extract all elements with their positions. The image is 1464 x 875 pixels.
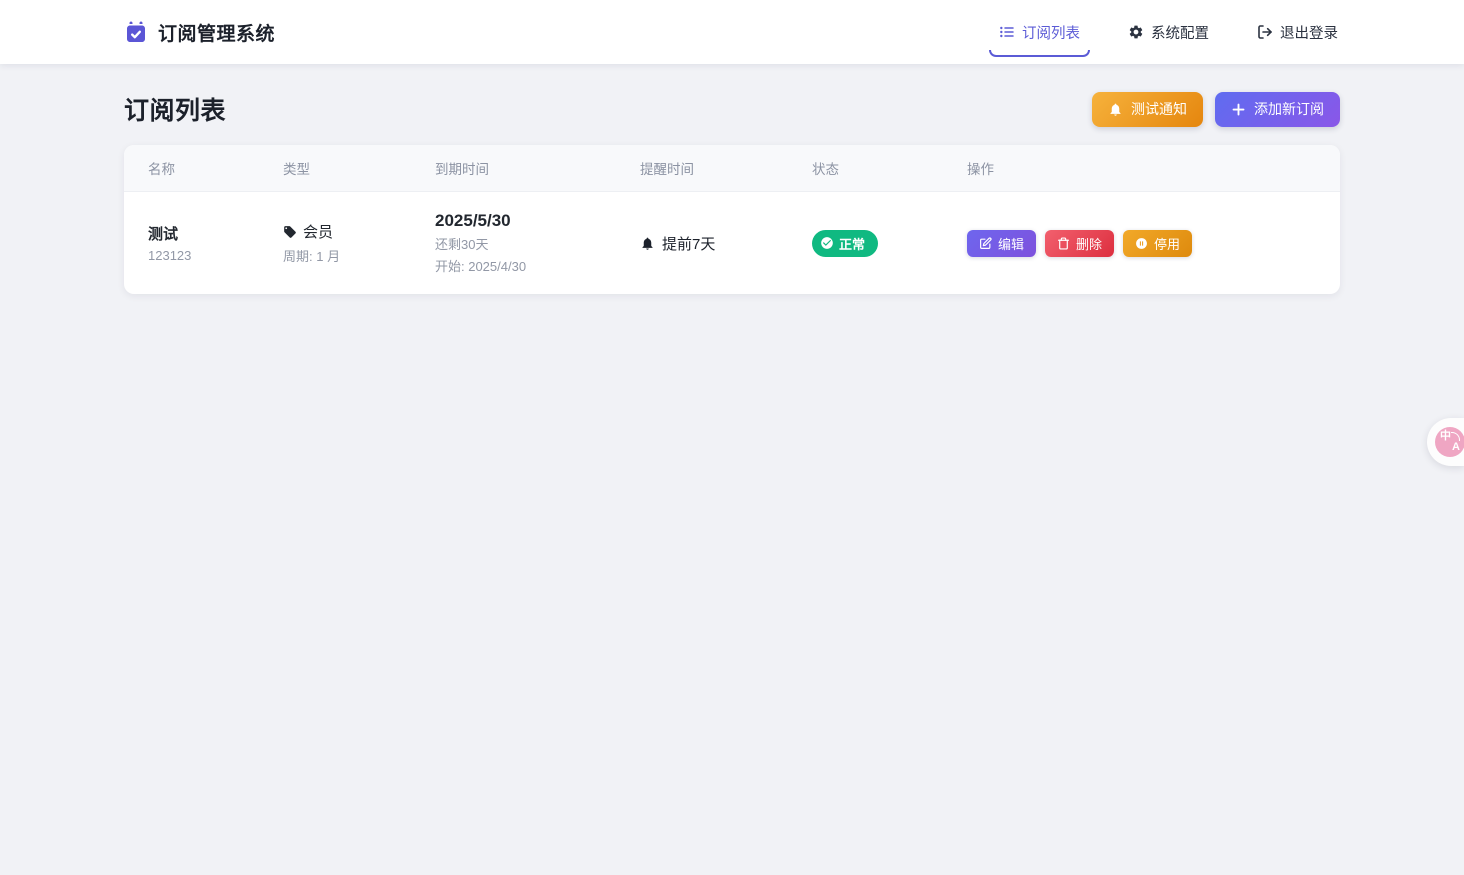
pen-square-icon bbox=[980, 236, 992, 249]
test-notify-button[interactable]: 测试通知 bbox=[1092, 91, 1203, 127]
cell-remind: 提前7天 bbox=[640, 233, 812, 254]
app-title: 订阅管理系统 bbox=[158, 23, 276, 45]
tag-icon bbox=[284, 225, 296, 238]
add-subscription-button[interactable]: 添加新订阅 bbox=[1215, 91, 1340, 127]
table-row: 测试 123123 会员 周期: 1 月 2025/5/30 还剩30天 开始:… bbox=[124, 192, 1340, 294]
expiry-date: 2025/5/30 bbox=[435, 211, 511, 230]
button-label: 添加新订阅 bbox=[1254, 101, 1324, 117]
active-tab-underline bbox=[989, 49, 1090, 57]
column-header-expiry: 到期时间 bbox=[435, 162, 489, 177]
subscription-table: 名称 类型 到期时间 提醒时间 状态 操作 测试 123123 会员 周期: 1… bbox=[124, 145, 1340, 294]
table-header: 名称 类型 到期时间 提醒时间 状态 操作 bbox=[124, 145, 1340, 192]
brand: 订阅管理系统 bbox=[124, 19, 275, 46]
button-label: 删除 bbox=[1076, 236, 1103, 252]
days-left: 还剩30天 bbox=[435, 237, 489, 252]
edit-button[interactable]: 编辑 bbox=[967, 229, 1037, 257]
nav-subscription-list[interactable]: 订阅列表 bbox=[989, 16, 1090, 57]
main-content: 订阅列表 测试通知 添加新订阅 名称 类型 到期时间 提醒时间 bbox=[124, 64, 1340, 294]
disable-button[interactable]: 停用 bbox=[1123, 229, 1193, 257]
bell-icon bbox=[642, 237, 653, 250]
button-label: 编辑 bbox=[998, 236, 1025, 252]
translate-zh-glyph: 中 bbox=[1440, 430, 1451, 442]
translate-arc bbox=[1451, 432, 1460, 441]
column-header-remind: 提醒时间 bbox=[640, 162, 694, 177]
cell-name: 测试 123123 bbox=[148, 223, 283, 263]
bell-icon bbox=[1110, 103, 1121, 116]
status-label: 正常 bbox=[839, 236, 866, 252]
pause-circle-icon bbox=[1136, 237, 1147, 249]
plus-icon bbox=[1232, 103, 1245, 115]
column-header-type: 类型 bbox=[283, 162, 310, 177]
subscription-type: 会员 bbox=[303, 224, 334, 241]
translate-en-glyph: A bbox=[1452, 441, 1460, 453]
page-head: 订阅列表 测试通知 添加新订阅 bbox=[124, 91, 1340, 127]
trash-icon bbox=[1058, 236, 1069, 250]
translate-icon: 中 A bbox=[1435, 427, 1464, 457]
button-label: 停用 bbox=[1154, 236, 1181, 252]
cell-status: 正常 bbox=[812, 229, 967, 257]
main-nav: 订阅列表 系统配置 退出登录 bbox=[989, 16, 1340, 57]
page-actions: 测试通知 添加新订阅 bbox=[1092, 91, 1340, 127]
nav-label: 退出登录 bbox=[1280, 25, 1338, 42]
button-label: 测试通知 bbox=[1131, 101, 1187, 117]
sign-out-icon bbox=[1258, 25, 1272, 39]
cell-actions: 编辑 删除 停用 bbox=[967, 229, 1340, 257]
delete-button[interactable]: 删除 bbox=[1045, 229, 1115, 257]
status-badge: 正常 bbox=[812, 229, 879, 257]
subscription-name: 测试 bbox=[148, 226, 179, 243]
column-header-actions: 操作 bbox=[967, 162, 994, 177]
translate-widget[interactable]: 中 A bbox=[1427, 418, 1464, 466]
page-title: 订阅列表 bbox=[124, 97, 227, 125]
cell-type: 会员 周期: 1 月 bbox=[283, 221, 435, 265]
calendar-check-icon bbox=[127, 21, 145, 42]
nav-label: 系统配置 bbox=[1151, 25, 1209, 42]
remind-time: 提前7天 bbox=[662, 235, 716, 253]
column-header-status: 状态 bbox=[812, 162, 839, 177]
nav-logout[interactable]: 退出登录 bbox=[1255, 16, 1340, 49]
list-icon bbox=[1000, 26, 1014, 38]
topbar: 订阅管理系统 订阅列表 系统配置 bbox=[0, 0, 1464, 64]
start-date: 开始: 2025/4/30 bbox=[435, 259, 527, 274]
check-circle-icon bbox=[821, 237, 833, 249]
nav-system-config[interactable]: 系统配置 bbox=[1126, 16, 1211, 49]
cell-expiry: 2025/5/30 还剩30天 开始: 2025/4/30 bbox=[435, 211, 640, 275]
column-header-name: 名称 bbox=[148, 162, 175, 177]
subscription-cycle: 周期: 1 月 bbox=[283, 249, 341, 264]
gear-icon bbox=[1129, 25, 1143, 39]
nav-label: 订阅列表 bbox=[1022, 25, 1080, 42]
subscription-note: 123123 bbox=[148, 248, 192, 263]
